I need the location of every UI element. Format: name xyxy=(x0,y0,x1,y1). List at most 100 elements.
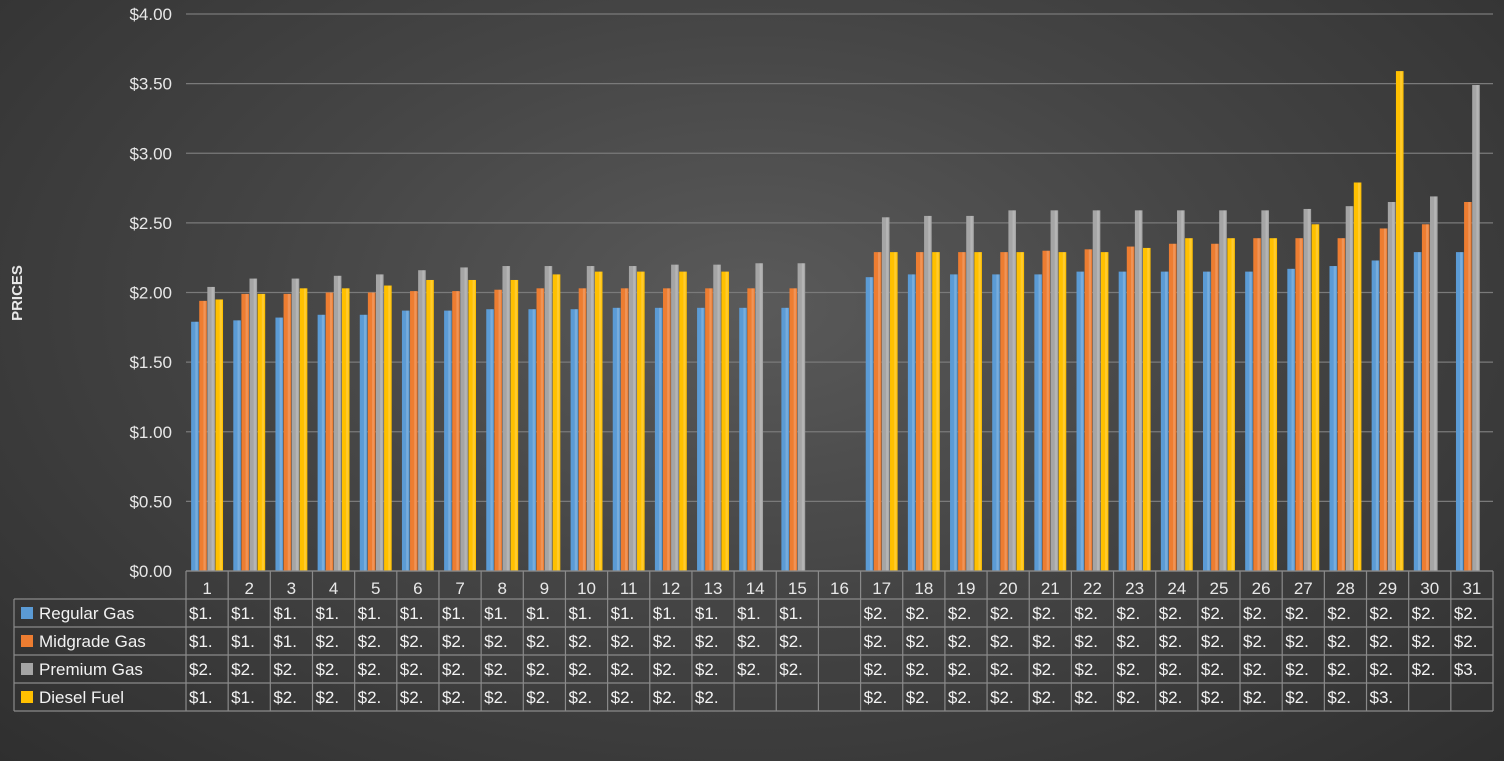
bar-midgrade-gas-26 xyxy=(1253,238,1261,571)
bar-highlight xyxy=(582,288,586,571)
table-cell: $2. xyxy=(906,604,930,623)
bar-midgrade-gas-28 xyxy=(1337,238,1346,571)
bar-highlight xyxy=(1315,224,1319,571)
bar-regular-gas-5 xyxy=(359,314,368,571)
bar-highlight xyxy=(388,285,391,571)
table-cell: $2. xyxy=(737,660,761,679)
bar-highlight xyxy=(1096,210,1100,571)
bar-highlight xyxy=(667,288,670,571)
bar-highlight xyxy=(1417,252,1421,571)
bar-highlight xyxy=(1468,201,1471,572)
table-cell: $2. xyxy=(484,632,508,651)
bar-highlight xyxy=(1130,246,1134,572)
bar-highlight xyxy=(195,321,198,571)
table-cell: $2. xyxy=(990,688,1014,707)
table-cell: $2. xyxy=(906,632,930,651)
table-cell: $1. xyxy=(189,632,213,651)
bar-midgrade-gas-15 xyxy=(789,288,798,571)
bar-midgrade-gas-7 xyxy=(452,291,460,571)
bar-regular-gas-21 xyxy=(1034,274,1042,571)
x-tick-label: 13 xyxy=(704,579,723,598)
bar-highlight xyxy=(363,314,367,571)
bar-midgrade-gas-10 xyxy=(578,288,587,571)
bar-midgrade-gas-11 xyxy=(620,288,629,571)
bar-diesel-fuel-9 xyxy=(552,274,561,571)
table-cell: $2. xyxy=(779,632,803,651)
bar-regular-gas-15 xyxy=(781,307,789,571)
bar-diesel-fuel-28 xyxy=(1353,182,1362,571)
x-tick-label: 15 xyxy=(788,579,807,598)
x-tick-label: 21 xyxy=(1041,579,1060,598)
table-cell: $1. xyxy=(231,604,255,623)
bar-midgrade-gas-9 xyxy=(536,288,545,571)
bar-premium-gas-22 xyxy=(1092,210,1101,571)
table-cell: $2. xyxy=(1327,632,1351,651)
bar-diesel-fuel-20 xyxy=(1016,252,1025,571)
table-cell: $2. xyxy=(231,660,255,679)
bar-highlight xyxy=(1104,252,1108,571)
bar-midgrade-gas-20 xyxy=(1000,252,1008,571)
table-cell: $2. xyxy=(864,632,888,651)
bar-highlight xyxy=(211,286,214,571)
bar-midgrade-gas-17 xyxy=(873,252,882,571)
bar-regular-gas-19 xyxy=(950,274,958,571)
bar-highlight xyxy=(540,288,543,571)
bar-highlight xyxy=(970,215,973,571)
table-cell: $2. xyxy=(400,688,424,707)
table-cell: $2. xyxy=(1201,660,1225,679)
bar-diesel-fuel-11 xyxy=(637,271,645,571)
bar-regular-gas-3 xyxy=(275,317,284,571)
bar-regular-gas-7 xyxy=(444,310,452,571)
x-tick-label: 12 xyxy=(661,579,680,598)
table-cell: $2. xyxy=(1159,660,1183,679)
bar-diesel-fuel-6 xyxy=(426,279,434,571)
table-cell: $2. xyxy=(526,660,550,679)
bar-premium-gas-24 xyxy=(1177,210,1185,571)
x-tick-label: 30 xyxy=(1420,579,1439,598)
bar-highlight xyxy=(1357,182,1361,571)
table-cell: $2. xyxy=(653,632,677,651)
bar-highlight xyxy=(709,288,712,571)
bar-highlight xyxy=(430,279,433,571)
bar-highlight xyxy=(1426,224,1429,571)
bar-midgrade-gas-8 xyxy=(494,289,502,571)
bar-regular-gas-10 xyxy=(570,309,579,571)
bar-highlight xyxy=(1054,210,1058,571)
bar-midgrade-gas-18 xyxy=(915,252,924,571)
table-cell: $2. xyxy=(1032,604,1056,623)
bar-highlight xyxy=(414,291,417,571)
bar-premium-gas-14 xyxy=(755,263,764,571)
table-cell: $2. xyxy=(1370,604,1394,623)
bar-premium-gas-9 xyxy=(544,266,553,571)
bar-highlight xyxy=(1080,271,1083,571)
bar-highlight xyxy=(920,252,923,571)
bar-diesel-fuel-27 xyxy=(1311,224,1320,571)
bar-highlight xyxy=(936,252,939,571)
x-tick-label: 11 xyxy=(620,579,638,598)
bar-diesel-fuel-1 xyxy=(215,299,224,571)
bar-highlight xyxy=(1223,210,1226,571)
bar-premium-gas-19 xyxy=(966,215,974,571)
table-cell: $2. xyxy=(1032,632,1056,651)
table-cell: $2. xyxy=(400,632,424,651)
x-tick-label: 22 xyxy=(1083,579,1102,598)
table-cell: $1. xyxy=(231,688,255,707)
bar-midgrade-gas-31 xyxy=(1464,201,1472,572)
table-cell: $1. xyxy=(526,604,550,623)
bar-premium-gas-31 xyxy=(1472,85,1480,571)
table-cell: $2. xyxy=(1327,604,1351,623)
bar-highlight xyxy=(996,274,999,571)
bar-highlight xyxy=(346,288,349,571)
table-cell: $2. xyxy=(990,660,1014,679)
bar-premium-gas-1 xyxy=(207,286,215,571)
bar-highlight xyxy=(337,275,341,571)
bar-regular-gas-20 xyxy=(992,274,1000,571)
bar-highlight xyxy=(321,314,325,571)
table-cell: $2. xyxy=(1285,604,1309,623)
bar-premium-gas-5 xyxy=(375,274,384,571)
table-cell: $2. xyxy=(864,660,888,679)
table-cell: $2. xyxy=(1370,632,1394,651)
bar-premium-gas-28 xyxy=(1345,206,1354,572)
bar-diesel-fuel-21 xyxy=(1058,252,1067,571)
bar-diesel-fuel-19 xyxy=(974,252,982,571)
